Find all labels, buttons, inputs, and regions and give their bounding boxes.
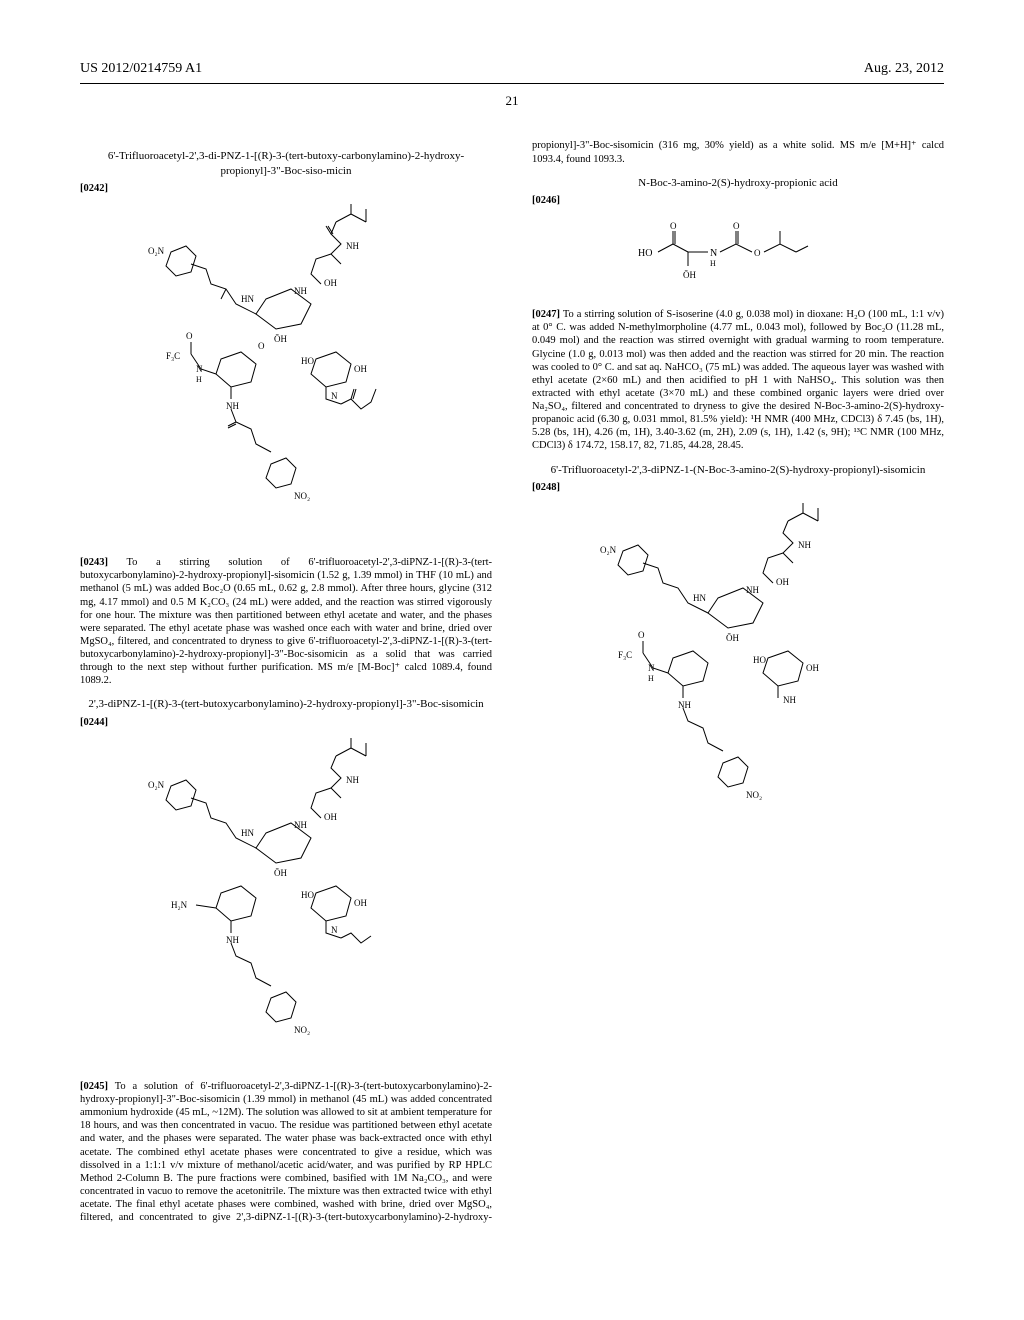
svg-text:F₃C: F₃C (166, 351, 180, 361)
svg-text:NO₂: NO₂ (294, 491, 310, 501)
svg-text:NH: NH (226, 935, 239, 945)
publication-number: US 2012/0214759 A1 (80, 60, 202, 79)
svg-text:O: O (638, 630, 645, 640)
svg-text:HO: HO (753, 655, 766, 665)
svg-text:NO₂: NO₂ (294, 1025, 310, 1035)
svg-text:OH: OH (354, 364, 367, 374)
page-header: US 2012/0214759 A1 Aug. 23, 2012 (80, 60, 944, 84)
svg-text:H: H (710, 259, 716, 268)
paragraph-0247: [0247] To a stirring solution of S-isose… (532, 308, 944, 452)
chemical-structure-2: NH OH NH HN O₂N NH H₂N HO OH N (80, 738, 492, 1068)
svg-text:ŌH: ŌH (274, 868, 287, 878)
svg-text:N: N (710, 248, 717, 259)
svg-text:NH: NH (346, 241, 359, 251)
chemical-structure-4: NH OH NH HN O₂N NH F₃C O N H HO (532, 503, 944, 833)
para-text-0243: To a stirring solution of 6'-trifluoroac… (80, 557, 492, 686)
svg-text:H₂N: H₂N (171, 900, 188, 910)
paragraph-0243: [0243] To a stirring solution of 6'-trif… (80, 556, 492, 687)
para-text-0247: To a stirring solution of S-isoserine (4… (532, 309, 944, 451)
svg-text:O: O (258, 341, 265, 351)
svg-text:F₃C: F₃C (618, 650, 632, 660)
svg-text:OH: OH (806, 663, 819, 673)
compound-title-4: 6'-Trifluoroacetyl-2',3-diPNZ-1-(N-Boc-3… (532, 463, 944, 477)
svg-text:O: O (733, 221, 740, 231)
svg-text:NH: NH (783, 695, 796, 705)
svg-text:NO₂: NO₂ (746, 790, 762, 800)
svg-text:HO: HO (638, 248, 652, 259)
svg-text:O: O (754, 248, 761, 258)
svg-text:O₂N: O₂N (600, 545, 617, 555)
chemical-structure-1: NH OH NH HN O₂N O NH F₃C O (80, 204, 492, 544)
compound-title-1: 6'-Trifluoroacetyl-2',3-di-PNZ-1-[(R)-3-… (80, 149, 492, 178)
svg-text:ŌH: ŌH (683, 270, 696, 280)
svg-text:NH: NH (798, 540, 811, 550)
para-num-0245: [0245] (80, 1081, 108, 1092)
para-num-0246: [0246] (532, 194, 944, 208)
svg-text:ŌH: ŌH (274, 334, 287, 344)
svg-text:O: O (186, 331, 193, 341)
svg-text:H: H (196, 375, 202, 384)
para-num-0247: [0247] (532, 309, 560, 320)
svg-text:N: N (331, 391, 338, 401)
para-num-0244: [0244] (80, 716, 492, 730)
svg-text:HO: HO (301, 890, 314, 900)
svg-text:O₂N: O₂N (148, 246, 165, 256)
svg-text:NH: NH (678, 700, 691, 710)
svg-text:HN: HN (693, 593, 706, 603)
svg-text:H: H (648, 674, 654, 683)
svg-text:ŌH: ŌH (726, 633, 739, 643)
svg-text:NH: NH (294, 286, 307, 296)
svg-text:NH: NH (226, 401, 239, 411)
svg-text:HO: HO (301, 356, 314, 366)
para-num-0248: [0248] (532, 481, 944, 495)
para-num-0243: [0243] (80, 557, 108, 568)
svg-text:N: N (196, 364, 203, 374)
compound-title-2: 2',3-diPNZ-1-[(R)-3-(tert-butoxycarbonyl… (80, 697, 492, 711)
content-columns: 6'-Trifluoroacetyl-2',3-di-PNZ-1-[(R)-3-… (80, 139, 944, 1239)
svg-text:NH: NH (746, 585, 759, 595)
svg-text:OH: OH (324, 278, 337, 288)
svg-text:N: N (331, 925, 338, 935)
svg-text:HN: HN (241, 828, 254, 838)
svg-text:HN: HN (241, 294, 254, 304)
svg-text:N: N (648, 663, 655, 673)
svg-text:O: O (670, 221, 677, 231)
svg-text:OH: OH (776, 577, 789, 587)
page-number: 21 (80, 92, 944, 110)
svg-text:OH: OH (324, 812, 337, 822)
chemical-structure-3: HO O ŌH N H O O (532, 216, 944, 296)
svg-text:O₂N: O₂N (148, 780, 165, 790)
svg-text:NH: NH (346, 775, 359, 785)
svg-text:NH: NH (294, 820, 307, 830)
publication-date: Aug. 23, 2012 (864, 60, 944, 79)
svg-text:OH: OH (354, 898, 367, 908)
para-num-0242: [0242] (80, 182, 492, 196)
compound-title-3: N-Boc-3-amino-2(S)-hydroxy-propionic aci… (532, 176, 944, 190)
